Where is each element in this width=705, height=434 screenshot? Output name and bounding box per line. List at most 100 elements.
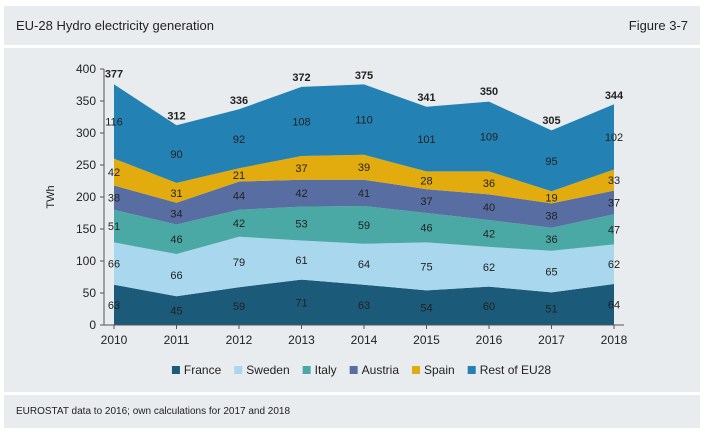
data-label-sweden-2015: 75 <box>420 261 432 273</box>
stacked-area-chart: 63 45 59 71 63 54 60 51 64 66 66 79 61 64 75 62 65 62 51 46… <box>45 62 628 377</box>
figure-number: Figure 3-7 <box>628 18 688 33</box>
data-label-spain-2018: 33 <box>608 175 620 187</box>
data-label-france-2012: 59 <box>233 301 245 313</box>
x-tick-label-2014: 2014 <box>351 333 378 347</box>
data-label-sweden-2011: 66 <box>170 270 182 282</box>
data-label-spain-2014: 39 <box>358 162 370 174</box>
x-tick-label-2010: 2010 <box>101 333 128 347</box>
data-label-france-2011: 45 <box>170 306 182 318</box>
area-rest-of-eu28 <box>114 84 614 192</box>
data-label-austria-2017: 38 <box>545 211 557 223</box>
y-tick-label-350: 350 <box>76 94 96 108</box>
data-label-italy-2018: 47 <box>608 224 620 236</box>
area-austria <box>114 179 614 228</box>
total-label-2012: 336 <box>230 95 248 107</box>
x-tick-label-2012: 2012 <box>226 333 253 347</box>
data-label-austria-2015: 37 <box>420 196 432 208</box>
data-label-italy-2015: 46 <box>420 223 432 235</box>
data-label-rest-of-eu28-2015: 101 <box>417 134 435 146</box>
data-label-austria-2018: 37 <box>608 197 620 209</box>
area-france <box>114 279 614 325</box>
figure-header: EU-28 Hydro electricity generation Figur… <box>4 6 700 45</box>
area-italy <box>114 206 614 254</box>
legend-label-spain: Spain <box>424 363 455 377</box>
legend-label-rest-of-eu28: Rest of EU28 <box>480 363 552 377</box>
total-label-2018: 344 <box>605 90 624 102</box>
area-spain <box>114 154 614 204</box>
data-label-rest-of-eu28-2017: 95 <box>545 156 557 168</box>
total-label-2017: 305 <box>542 115 560 127</box>
y-tick-label-150: 150 <box>76 222 96 236</box>
data-label-spain-2016: 36 <box>483 178 495 190</box>
total-label-2015: 341 <box>417 92 435 104</box>
x-tick-label-2015: 2015 <box>413 333 440 347</box>
data-label-rest-of-eu28-2013: 108 <box>292 116 310 128</box>
total-label-2013: 372 <box>292 72 310 84</box>
legend-label-france: France <box>184 363 222 377</box>
y-tick-label-300: 300 <box>76 126 96 140</box>
data-label-rest-of-eu28-2010: 116 <box>105 116 123 128</box>
legend-swatch-rest-of-eu28 <box>467 366 476 374</box>
total-label-2011: 312 <box>167 110 185 122</box>
data-label-rest-of-eu28-2012: 92 <box>233 134 245 146</box>
data-label-rest-of-eu28-2011: 90 <box>170 149 182 161</box>
data-label-spain-2012: 21 <box>233 170 245 182</box>
data-label-sweden-2014: 64 <box>358 259 370 271</box>
data-label-spain-2017: 19 <box>545 192 557 204</box>
data-label-sweden-2016: 62 <box>483 262 495 274</box>
figure-footer: EUROSTAT data to 2016; own calculations … <box>4 395 700 428</box>
chart-title: EU-28 Hydro electricity generation <box>16 18 214 33</box>
data-label-sweden-2017: 65 <box>545 267 557 279</box>
data-label-rest-of-eu28-2018: 102 <box>605 132 623 144</box>
data-label-austria-2010: 38 <box>108 193 120 205</box>
legend-swatch-spain <box>412 366 421 374</box>
data-label-italy-2014: 59 <box>358 220 370 232</box>
data-label-rest-of-eu28-2014: 110 <box>355 115 373 127</box>
data-label-sweden-2012: 79 <box>233 257 245 269</box>
y-tick-label-0: 0 <box>89 318 96 332</box>
legend-label-italy: Italy <box>315 363 337 377</box>
legend-swatch-austria <box>349 366 358 374</box>
x-tick-label-2011: 2011 <box>164 333 190 347</box>
data-label-italy-2016: 42 <box>483 228 495 240</box>
data-label-austria-2013: 42 <box>295 188 307 200</box>
y-axis-label: TWh <box>45 185 57 208</box>
total-label-2016: 350 <box>480 86 498 98</box>
y-tick-label-400: 400 <box>76 62 96 76</box>
data-label-france-2016: 60 <box>483 301 495 313</box>
x-tick-label-2013: 2013 <box>288 333 315 347</box>
legend-swatch-italy <box>302 366 311 374</box>
data-label-rest-of-eu28-2016: 109 <box>480 132 498 144</box>
data-label-italy-2010: 51 <box>108 221 120 233</box>
data-label-sweden-2010: 66 <box>108 259 120 271</box>
x-tick-label-2018: 2018 <box>601 333 628 347</box>
data-label-italy-2011: 46 <box>170 234 182 246</box>
data-label-italy-2012: 42 <box>233 218 245 230</box>
data-label-italy-2017: 36 <box>545 234 557 246</box>
data-label-france-2013: 71 <box>295 297 307 309</box>
y-tick-label-250: 250 <box>76 158 96 172</box>
data-label-austria-2012: 44 <box>233 191 245 203</box>
data-label-france-2015: 54 <box>420 303 432 315</box>
data-label-austria-2011: 34 <box>170 209 182 221</box>
x-tick-label-2017: 2017 <box>538 333 565 347</box>
data-label-spain-2010: 42 <box>108 167 120 179</box>
data-label-spain-2015: 28 <box>420 175 432 187</box>
source-note: EUROSTAT data to 2016; own calculations … <box>16 406 291 417</box>
data-label-france-2017: 51 <box>545 304 557 316</box>
data-label-austria-2016: 40 <box>483 202 495 214</box>
legend-label-sweden: Sweden <box>246 363 289 377</box>
x-tick-label-2016: 2016 <box>476 333 503 347</box>
data-label-sweden-2018: 62 <box>608 259 620 271</box>
data-label-spain-2013: 37 <box>295 163 307 175</box>
y-tick-label-50: 50 <box>83 286 97 300</box>
area-sweden <box>114 236 614 297</box>
y-tick-label-200: 200 <box>76 190 96 204</box>
legend-label-austria: Austria <box>362 363 400 377</box>
legend-swatch-sweden <box>234 366 243 374</box>
data-label-italy-2013: 53 <box>295 219 307 231</box>
legend-swatch-france <box>171 366 180 374</box>
data-label-sweden-2013: 61 <box>295 255 307 267</box>
data-label-france-2010: 63 <box>108 300 120 312</box>
